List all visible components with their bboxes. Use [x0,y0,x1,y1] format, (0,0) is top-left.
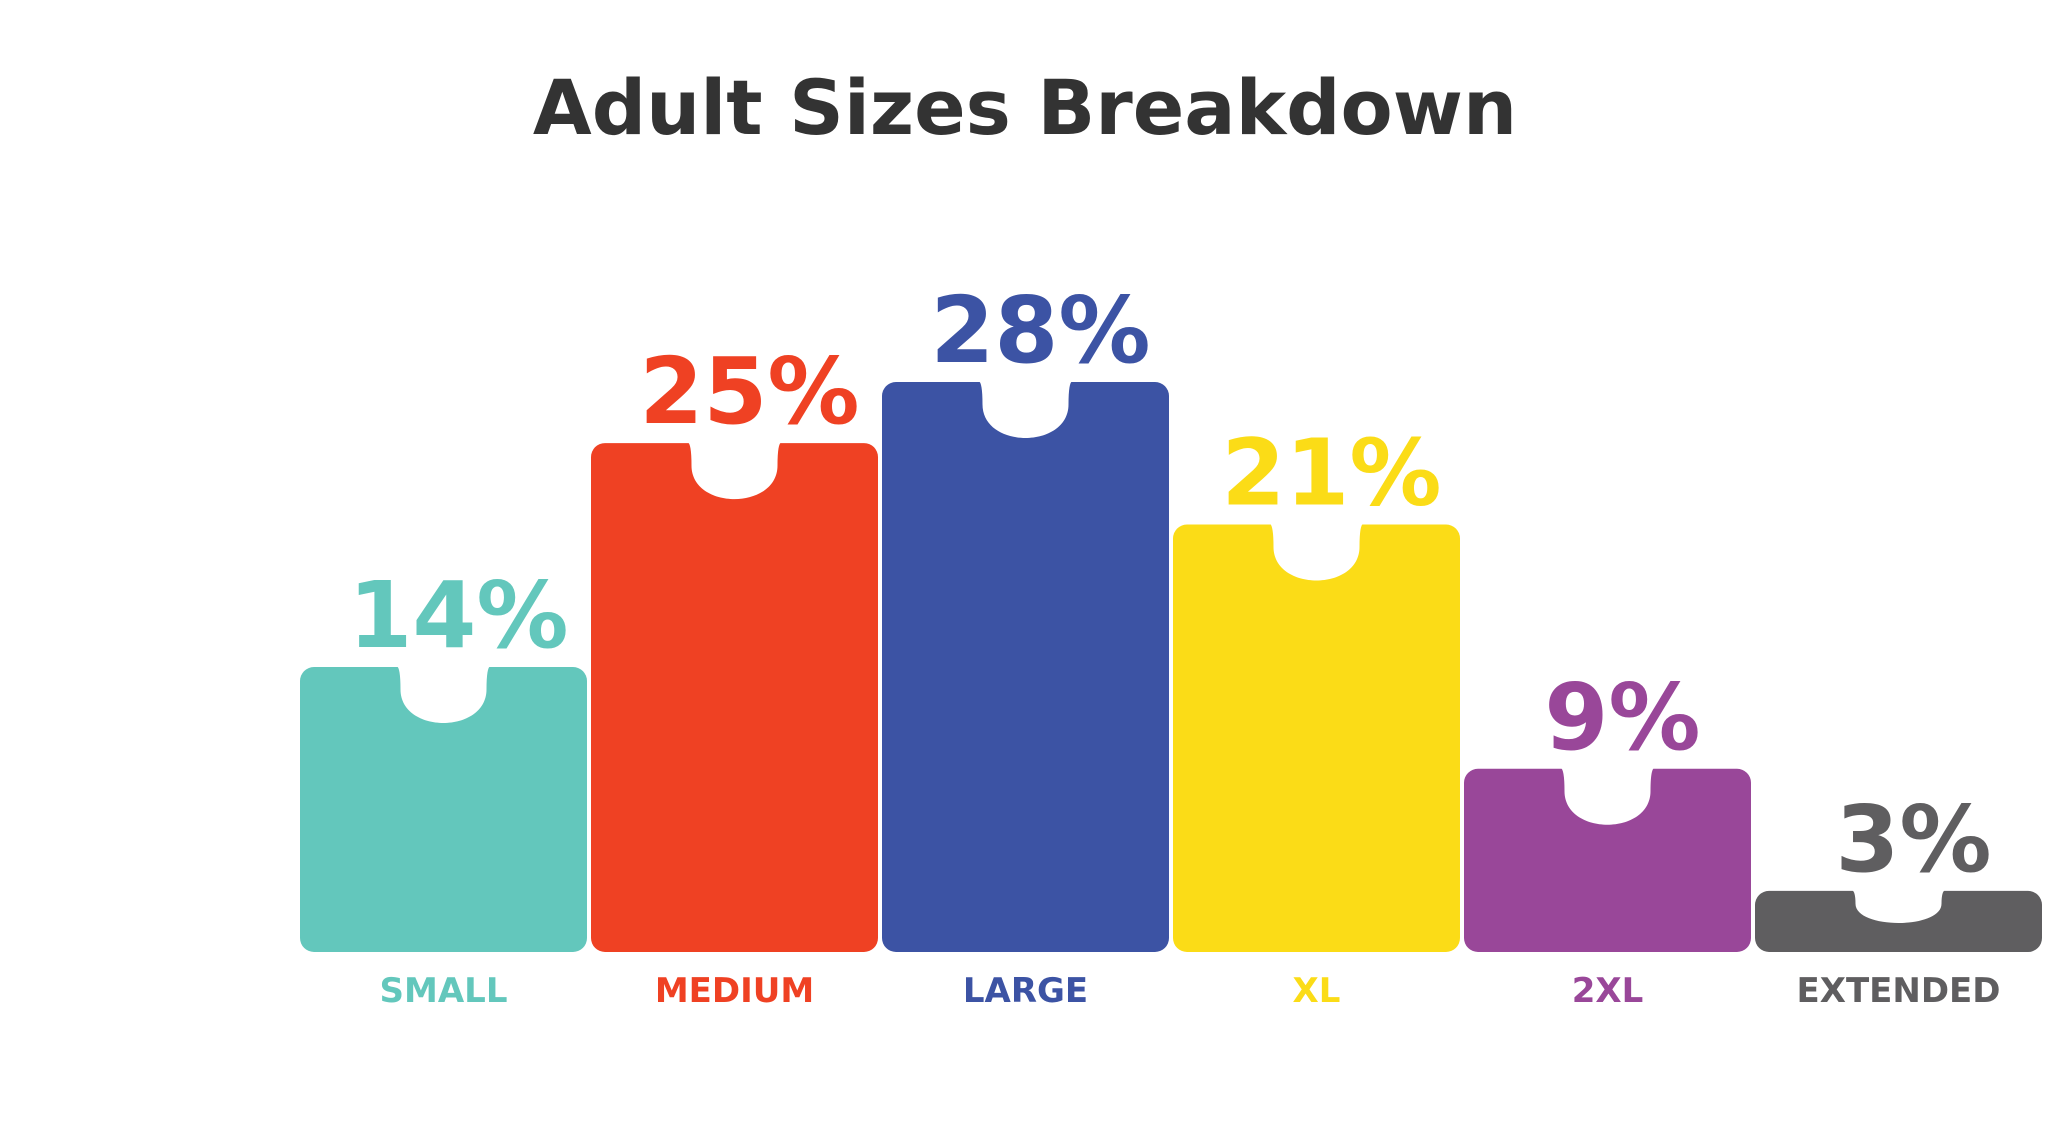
notch [1560,767,1655,825]
bar [591,443,878,952]
x-tick-label: LARGE [963,971,1088,1011]
value-label: 25% [639,338,859,445]
x-tick-label: MEDIUM [655,971,814,1011]
bar [1464,768,1751,952]
bar [1173,524,1460,952]
value-label: 9% [1544,664,1700,771]
value-label: 14% [348,562,568,669]
value-label: 3% [1835,786,1991,893]
bar [300,667,587,952]
x-tick-label: XL [1293,971,1341,1011]
notch [978,381,1073,438]
x-tick-label: SMALL [380,971,508,1011]
chart-title: Adult Sizes Breakdown [533,63,1517,152]
bar [882,382,1169,952]
x-tick-label: 2XL [1572,971,1644,1011]
notch [687,442,782,500]
value-label: 21% [1221,420,1441,527]
notch [1851,889,1946,923]
notch [396,666,491,723]
x-tick-label: EXTENDED [1797,971,2001,1011]
notch [1269,523,1364,581]
value-label: 28% [930,277,1150,384]
